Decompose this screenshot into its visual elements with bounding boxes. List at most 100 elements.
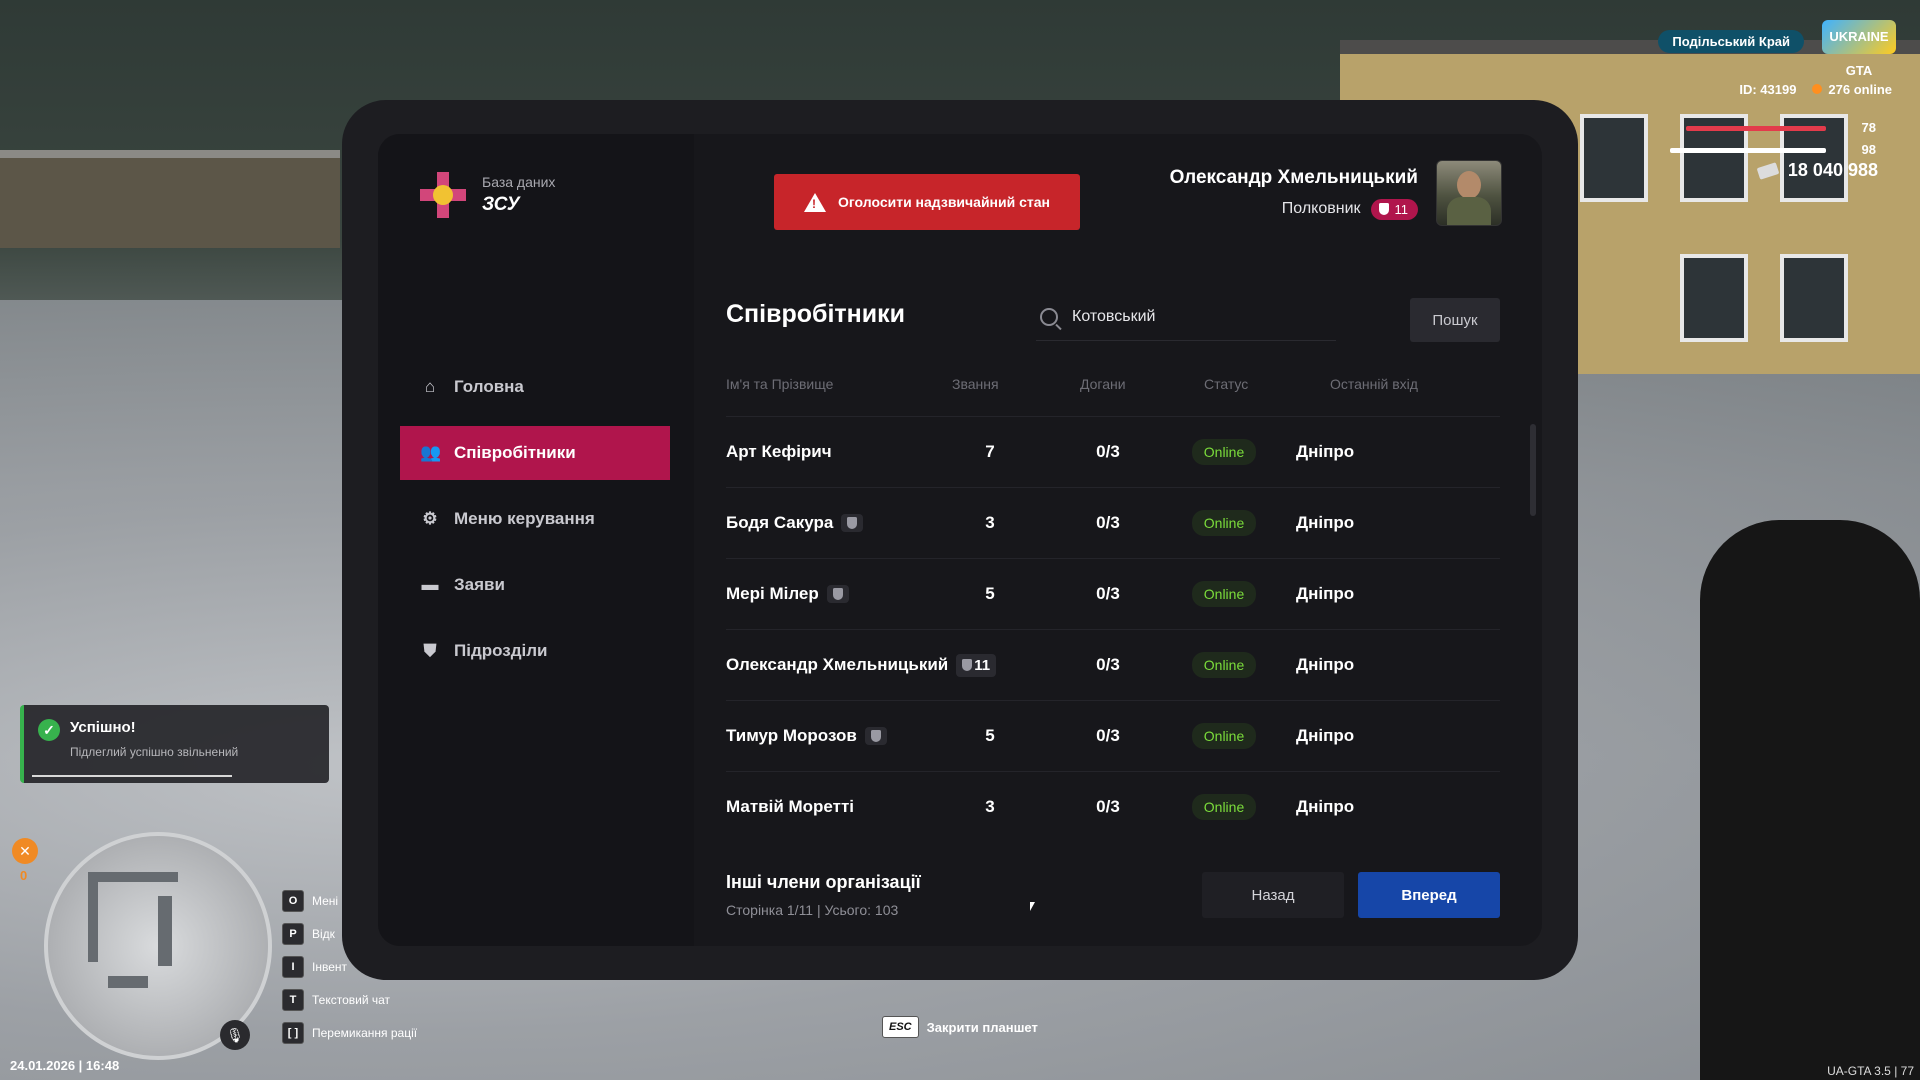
table-row[interactable]: Матвій Моретті 3 0/3 Online Дніпро	[726, 771, 1500, 842]
main-content: Оголосити надзвичайний стан Олександр Хм…	[694, 134, 1542, 946]
employee-rank: 3	[985, 797, 995, 816]
next-page-button[interactable]: Вперед	[1358, 872, 1500, 918]
tablet-screen: База даних ЗСУ ⌂ Головна 👥 Співробітники…	[378, 134, 1542, 946]
key-hint-key: P	[282, 922, 304, 945]
server-name: Подільський Край	[1658, 30, 1804, 53]
shield-icon	[1378, 203, 1389, 215]
emblem-icon	[420, 172, 466, 218]
employee-warnings: 0/3	[1096, 797, 1120, 816]
key-hint-key: [ ]	[282, 1021, 304, 1044]
background-character	[1700, 520, 1920, 1080]
sidebar-item-control-menu[interactable]: ⚙ Меню керування	[400, 492, 670, 546]
hunger-value: 0	[20, 868, 28, 883]
armor-bar	[1670, 148, 1826, 153]
esc-key: ESC	[882, 1016, 919, 1038]
shield-icon	[870, 730, 881, 742]
microphone-icon: 🎙	[220, 1020, 250, 1050]
table-row[interactable]: Олександр Хмельницький 11 0/3 Online Дніп…	[726, 629, 1500, 700]
employee-last-login: Дніпро	[1296, 726, 1355, 745]
leader-badge: 11	[956, 653, 997, 677]
employee-rank: 3	[985, 513, 995, 532]
employee-name: Мері Мілер	[726, 584, 819, 603]
shield-icon: ⛊	[423, 641, 437, 660]
employee-warnings: 0/3	[1096, 513, 1120, 532]
hud-ids: ID: 43199 276 online	[1739, 82, 1892, 97]
employee-warnings: 0/3	[1096, 442, 1120, 461]
notification-message: Підлеглий успішно звільнений	[70, 745, 239, 759]
money: 18 040 988	[1756, 160, 1878, 181]
employee-last-login: Дніпро	[1296, 442, 1355, 461]
user-rank: Полковник	[1281, 200, 1361, 217]
table-row[interactable]: Арт Кефірич 7 0/3 Online Дніпро	[726, 416, 1500, 487]
pagination-info: Сторінка 1/11 | Усього: 103	[726, 902, 899, 918]
employee-rank: 5	[985, 584, 995, 603]
search-button[interactable]: Пошук	[1410, 298, 1500, 342]
mouse-cursor	[1030, 902, 1035, 911]
people-icon: 👥	[420, 443, 442, 462]
version-label: UA-GTA 3.5 | 77	[1827, 1064, 1914, 1078]
background-building	[0, 150, 340, 248]
employee-last-login: Дніпро	[1296, 513, 1355, 532]
table-scrollbar[interactable]	[1530, 424, 1536, 516]
leader-badge	[826, 585, 849, 603]
close-tablet-hint: ESC Закрити планшет	[882, 1016, 1038, 1038]
game-logo: UKRAINE GTA	[1822, 20, 1896, 78]
employee-name: Матвій Моретті	[726, 797, 855, 816]
check-icon: ✓	[38, 719, 60, 741]
employee-rank: 5	[985, 726, 995, 745]
employee-warnings: 0/3	[1096, 655, 1120, 674]
shield-icon	[847, 517, 858, 529]
gear-icon: ⚙	[422, 509, 438, 528]
user-profile: Олександр Хмельницький Полковник 11	[1170, 160, 1502, 226]
notification-progress	[32, 775, 232, 777]
employee-warnings: 0/3	[1096, 584, 1120, 603]
key-hints: O Мені P Відк I Інвент T Текстовий чат [ ] Пе…	[282, 884, 417, 1049]
money-icon	[1756, 161, 1780, 180]
column-header-last-login: Останній вхід	[1330, 376, 1418, 392]
table-header: Ім'я та Прізвище Звання Догани Статус Ос…	[726, 372, 1500, 402]
column-header-status: Статус	[1204, 376, 1249, 392]
search-input[interactable]	[1070, 307, 1314, 327]
folder-icon: ▬	[421, 575, 439, 594]
health-value: 78	[1861, 120, 1876, 135]
datetime: 24.01.2026 | 16:48	[10, 1058, 120, 1073]
table-row[interactable]: Тимур Морозов 5 0/3 Online Дніпро	[726, 700, 1500, 771]
user-name: Олександр Хмельницький	[1169, 166, 1418, 188]
employee-last-login: Дніпро	[1296, 797, 1355, 816]
table-row[interactable]: Бодя Сакура 3 0/3 Online Дніпро	[726, 487, 1500, 558]
shield-icon	[832, 588, 843, 600]
home-icon: ⌂	[424, 377, 436, 396]
avatar	[1436, 160, 1502, 226]
employee-name: Арт Кефірич	[726, 442, 832, 461]
employee-last-login: Дніпро	[1296, 584, 1355, 603]
player-id: ID: 43199	[1739, 82, 1797, 97]
prev-page-button[interactable]: Назад	[1202, 872, 1344, 918]
column-header-warnings: Догани	[1080, 376, 1126, 392]
employee-name: Олександр Хмельницький	[726, 655, 949, 674]
employee-rank: 7	[985, 442, 995, 461]
employee-name: Бодя Сакура	[726, 513, 834, 532]
leader-badge	[864, 727, 887, 745]
sidebar-item-home[interactable]: ⌂ Головна	[400, 360, 670, 414]
emergency-button[interactable]: Оголосити надзвичайний стан	[774, 174, 1080, 230]
status-badge: Online	[1191, 794, 1257, 820]
search-box	[1036, 294, 1336, 341]
employees-table: Арт Кефірич 7 0/3 Online Дніпро Бодя Сак…	[726, 416, 1500, 842]
status-badge: Online	[1191, 439, 1257, 465]
search-icon	[1040, 308, 1058, 326]
column-header-name: Ім'я та Прізвище	[726, 376, 834, 392]
table-row[interactable]: Мері Мілер 5 0/3 Online Дніпро	[726, 558, 1500, 629]
status-badge: Online	[1191, 510, 1257, 536]
success-notification: ✓ Успішно! Підлеглий успішно звільнений	[20, 705, 329, 783]
armor-value: 98	[1861, 142, 1876, 157]
sidebar-item-employees[interactable]: 👥 Співробітники	[400, 426, 670, 480]
sidebar-item-applications[interactable]: ▬ Заяви	[421, 575, 505, 594]
brand-title: ЗСУ	[482, 194, 520, 215]
online-icon	[1812, 84, 1823, 94]
sidebar-item-units[interactable]: ⛊ Підрозділи	[400, 624, 670, 678]
page-title: Співробітники	[726, 300, 905, 328]
brand-subtitle: База даних	[482, 174, 556, 190]
health-bar	[1686, 126, 1826, 131]
warning-icon	[804, 192, 826, 212]
key-hint-key: T	[282, 988, 304, 1011]
